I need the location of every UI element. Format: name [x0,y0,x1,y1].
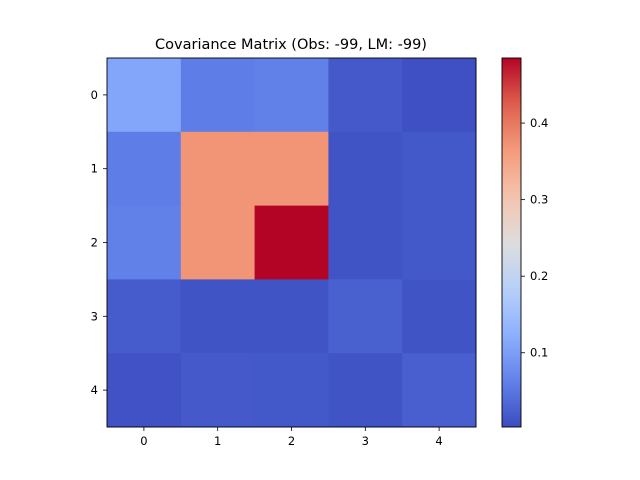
heatmap-cell [107,353,182,428]
heatmap-cell [402,58,477,133]
heatmap-cell [254,353,329,428]
heatmap-cell [180,205,256,280]
heatmap-cell [328,131,403,207]
colorbar-tick-label: 0.1 [530,346,548,360]
y-axis: 0 1 2 3 4 [91,88,107,397]
heatmap-cells [107,58,477,428]
colorbar-tick-label: 0.4 [530,116,548,130]
heatmap-cell [402,131,477,207]
chart-title: Covariance Matrix (Obs: -99, LM: -99) [155,37,427,53]
y-tick-label: 1 [91,162,98,176]
x-tick-label: 1 [214,434,221,448]
heatmap-cell [107,58,182,133]
heatmap-cell [402,279,477,354]
heatmap-cell [254,131,329,207]
x-tick-label: 0 [140,434,147,448]
heatmap-cell [107,279,182,354]
heatmap-cell [180,353,256,428]
heatmap-cell [180,279,256,354]
heatmap-cell [402,353,477,428]
heatmap-cell [402,205,477,280]
x-axis: 0 1 2 3 4 [140,427,443,448]
colorbar [501,57,522,428]
colorbar-tick-label: 0.2 [530,269,548,283]
heatmap-cell [254,205,329,280]
heatmap-cell [328,58,403,133]
heatmap-cell [107,205,182,280]
heatmap-cell [254,279,329,354]
y-tick-label: 3 [91,309,98,323]
heatmap-cell [180,131,256,207]
heatmap-cell [328,353,403,428]
heatmap-cell [107,131,182,207]
x-tick-label: 3 [362,434,369,448]
x-tick-label: 2 [288,434,295,448]
colorbar-tick-label: 0.3 [530,193,548,207]
y-tick-label: 0 [91,88,98,102]
heatmap-cell [328,279,403,354]
heatmap-cell [254,58,329,133]
colorbar-axis: 0.1 0.2 0.3 0.4 [521,116,548,360]
y-tick-label: 4 [91,383,98,397]
heatmap-cell [328,205,403,280]
y-tick-label: 2 [91,236,98,250]
heatmap-cell [180,58,256,133]
x-tick-label: 4 [435,434,442,448]
